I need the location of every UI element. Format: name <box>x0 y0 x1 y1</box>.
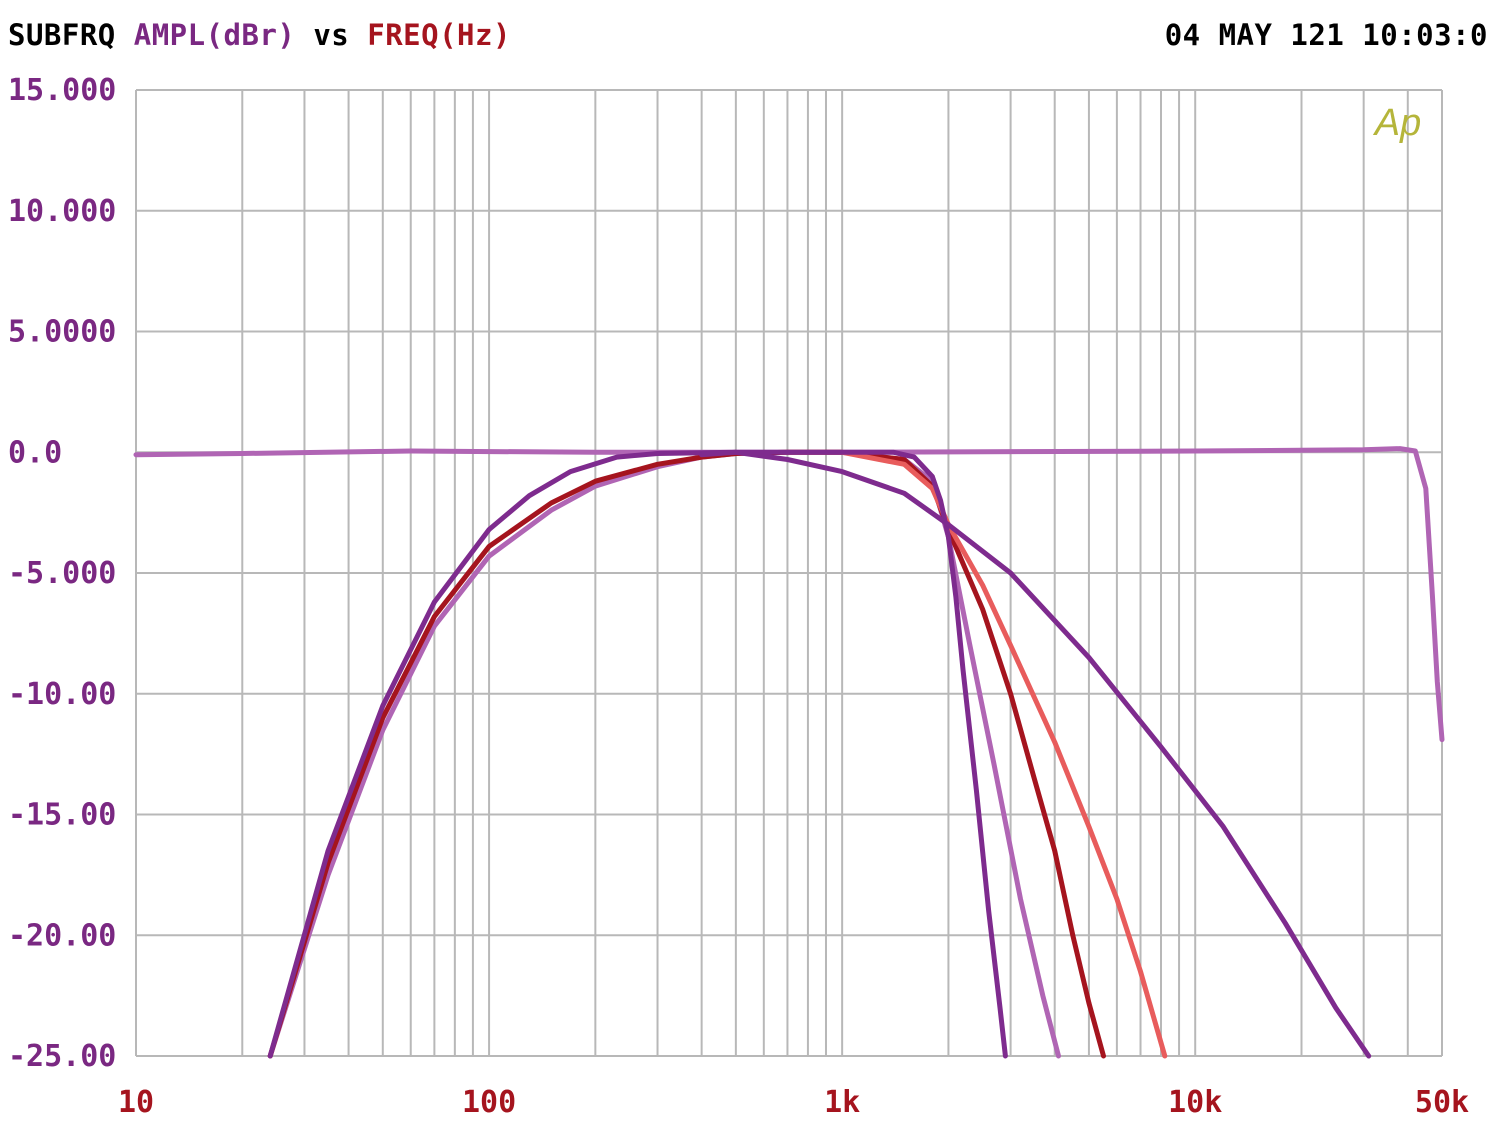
tick-labels: 15.000 10.000 5.0000 0.0 -5.000 -10.00 -15.00 -… <box>8 73 1469 1120</box>
y-quantity-label: AMPL(dBr) <box>133 18 296 52</box>
timestamp-label: 04 MAY 121 10:03:0 <box>1164 18 1488 52</box>
series-line-1 <box>133 446 1445 743</box>
y-tick-label: -10.00 <box>8 677 116 712</box>
x-tick-label: 100 <box>462 1085 516 1120</box>
instrument-label: SUBFRQ <box>8 18 116 52</box>
x-tick-label: 1k <box>824 1085 860 1120</box>
grid <box>135 89 1443 1057</box>
ap-logo: Ap <box>1373 102 1421 144</box>
x-tick-label: 10k <box>1168 1085 1222 1120</box>
y-tick-label: -5.000 <box>8 556 116 591</box>
series-group <box>133 446 1445 1059</box>
y-tick-label: 10.000 <box>8 194 116 229</box>
x-tick-label: 50k <box>1415 1085 1469 1120</box>
y-tick-label: -20.00 <box>8 918 116 953</box>
series-line-4 <box>839 449 1168 1059</box>
vs-label: vs <box>313 18 350 52</box>
y-tick-label: 0.0 <box>8 435 62 470</box>
y-tick-label: 15.000 <box>8 73 116 108</box>
y-tick-label: -15.00 <box>8 798 116 833</box>
y-tick-label: -25.00 <box>8 1039 116 1074</box>
series-line-2 <box>267 449 1061 1059</box>
x-tick-label: 10 <box>118 1085 154 1120</box>
series-line-5 <box>267 449 1008 1059</box>
y-tick-label: 5.0000 <box>8 315 116 350</box>
x-quantity-label: FREQ(Hz) <box>367 18 511 52</box>
series-line-3 <box>267 449 1106 1059</box>
series-line-6 <box>699 449 1372 1059</box>
chart-header-left: SUBFRQ AMPL(dBr) vs FREQ(Hz) <box>8 18 511 52</box>
